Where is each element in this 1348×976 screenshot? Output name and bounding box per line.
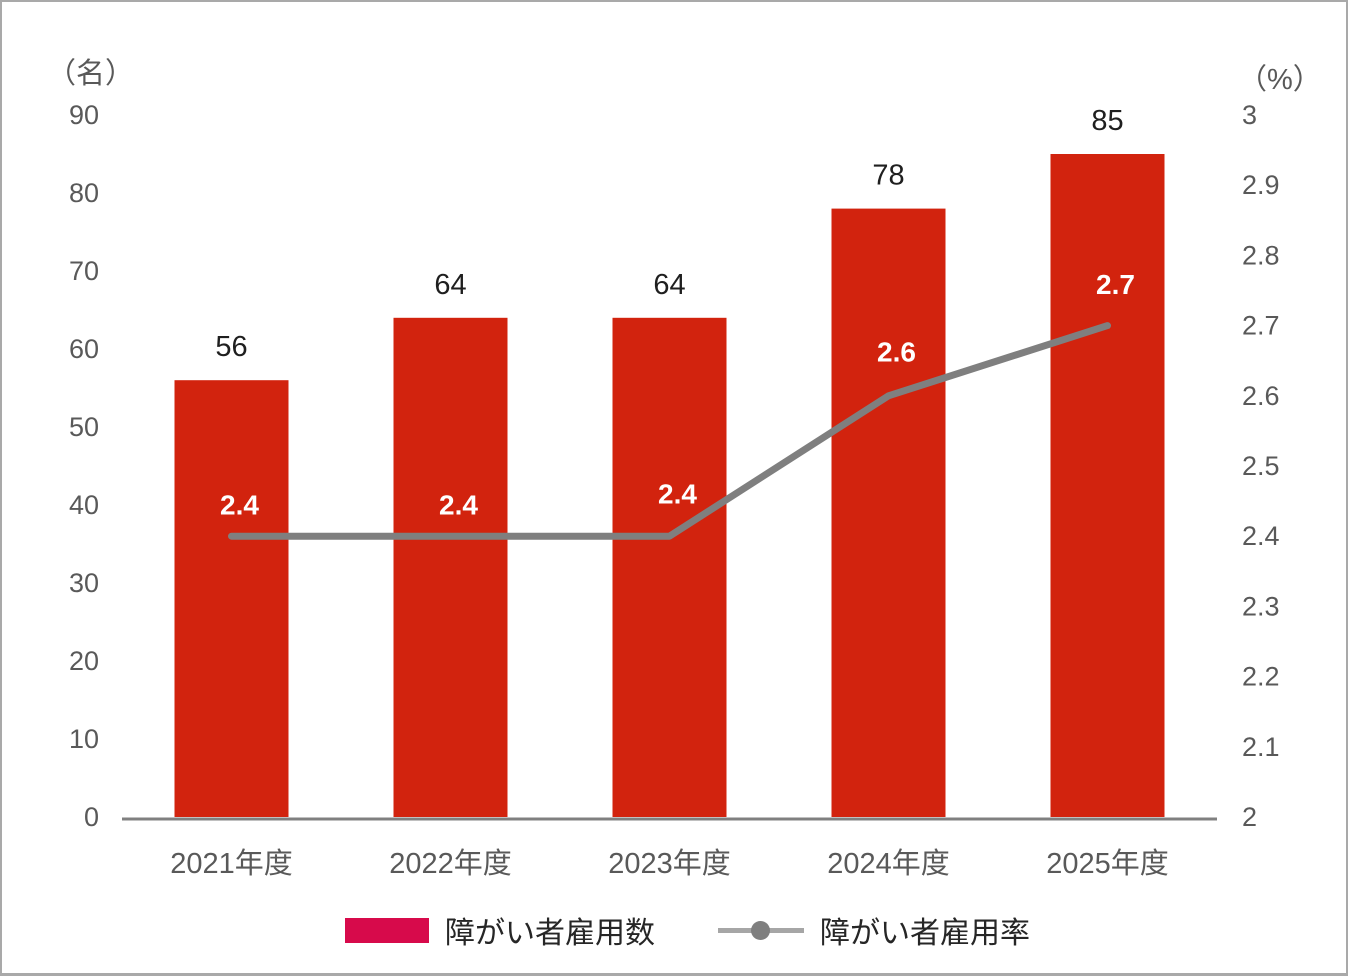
bar-value-label: 64 [653,269,685,301]
bar-value-label: 64 [434,269,466,301]
left-axis-tick-label: 0 [84,802,99,832]
x-axis-category-label: 2025年度 [1046,847,1169,880]
x-axis-category-label: 2024年度 [827,847,950,880]
left-axis-tick-label: 40 [69,490,99,520]
x-axis-category-label: 2022年度 [389,847,512,880]
right-axis-tick-label: 2.5 [1242,451,1280,481]
line-value-label: 2.4 [439,490,478,521]
right-axis-tick-label: 2.7 [1242,311,1280,341]
chart-legend: 障がい者雇用数 障がい者雇用率 [2,905,1346,955]
legend-label-employment-rate: 障がい者雇用率 [820,917,1030,950]
line-series-marker-icon [718,918,804,943]
x-axis-category-label: 2023年度 [608,847,731,880]
legend-label-employment-count: 障がい者雇用数 [445,917,655,950]
bar-series-swatch-icon [345,917,429,943]
legend-item-employment-count: 障がい者雇用数 [345,905,655,955]
bar-2025年度 [1050,154,1165,817]
right-axis-tick-label: 3 [1242,100,1257,130]
bar-value-label: 56 [215,331,247,363]
right-axis-tick-label: 2 [1242,802,1257,832]
left-axis-tick-label: 20 [69,646,99,676]
left-axis-tick-label: 30 [69,568,99,598]
x-axis-category-label: 2021年度 [170,847,293,880]
line-value-label: 2.4 [220,490,259,521]
right-axis-tick-label: 2.3 [1242,591,1280,621]
right-axis-tick-label: 2.8 [1242,240,1280,270]
left-axis-unit-label: （名） [47,58,135,90]
left-axis-tick-label: 80 [69,178,99,208]
line-value-label: 2.6 [877,336,916,367]
bar-2024年度 [831,208,946,818]
legend-item-employment-rate: 障がい者雇用率 [718,905,1030,955]
right-axis-tick-label: 2.6 [1242,381,1280,411]
bar-2022年度 [393,317,508,817]
right-axis-tick-label: 2.1 [1242,732,1280,762]
right-axis-tick-label: 2.2 [1242,662,1280,692]
right-axis-unit-label: （%） [1238,64,1322,96]
bar-value-label: 85 [1091,105,1123,137]
bar-value-label: 78 [872,160,904,192]
legend-line-dot [751,920,770,940]
left-axis-tick-label: 70 [69,256,99,286]
left-axis-tick-label: 60 [69,334,99,364]
line-value-label: 2.4 [658,479,697,510]
line-value-label: 2.7 [1096,269,1135,300]
left-axis-tick-label: 90 [69,100,99,130]
employment-rate-line [228,322,1111,540]
bar-2023年度 [612,317,727,817]
bar-2021年度 [174,380,289,817]
right-axis-tick-label: 2.4 [1242,521,1280,551]
right-axis-tick-label: 2.9 [1242,170,1280,200]
left-axis-tick-label: 50 [69,412,99,442]
left-axis-tick-label: 10 [69,724,99,754]
